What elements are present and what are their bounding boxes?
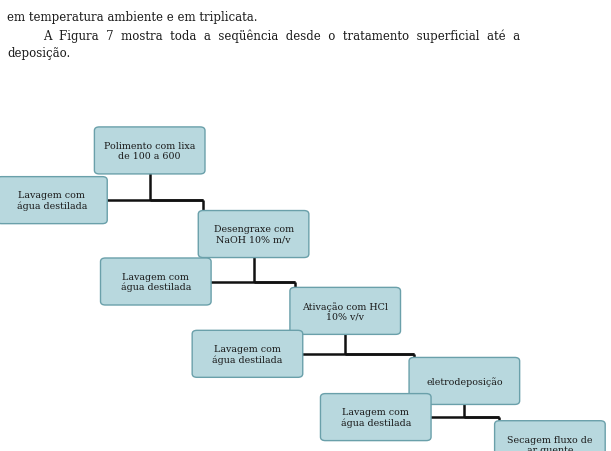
- FancyBboxPatch shape: [198, 211, 309, 258]
- Text: Lavagem com
água destilada: Lavagem com água destilada: [16, 191, 87, 211]
- FancyBboxPatch shape: [495, 421, 605, 451]
- FancyBboxPatch shape: [320, 394, 431, 441]
- Text: Ativação com HCl
10% v/v: Ativação com HCl 10% v/v: [302, 301, 388, 321]
- Text: Desengraxe com
NaOH 10% m/v: Desengraxe com NaOH 10% m/v: [213, 225, 294, 244]
- Text: Lavagem com
água destilada: Lavagem com água destilada: [212, 344, 283, 364]
- FancyBboxPatch shape: [290, 288, 401, 335]
- FancyBboxPatch shape: [0, 177, 108, 224]
- Text: Lavagem com
água destilada: Lavagem com água destilada: [120, 272, 191, 292]
- FancyBboxPatch shape: [94, 128, 205, 175]
- Text: A  Figura  7  mostra  toda  a  seqüência  desde  o  tratamento  superficial  até: A Figura 7 mostra toda a seqüência desde…: [43, 29, 520, 43]
- FancyBboxPatch shape: [100, 258, 211, 305]
- Text: em temperatura ambiente e em triplicata.: em temperatura ambiente e em triplicata.: [7, 11, 258, 24]
- FancyBboxPatch shape: [192, 331, 303, 377]
- Text: Polimento com lixa
de 100 a 600: Polimento com lixa de 100 a 600: [104, 142, 196, 161]
- FancyBboxPatch shape: [409, 358, 520, 405]
- Text: Lavagem com
água destilada: Lavagem com água destilada: [340, 407, 411, 427]
- Text: Secagem fluxo de
ar quente: Secagem fluxo de ar quente: [507, 435, 593, 451]
- Text: eletrodeposição: eletrodeposição: [426, 376, 503, 386]
- Text: deposição.: deposição.: [7, 47, 71, 60]
